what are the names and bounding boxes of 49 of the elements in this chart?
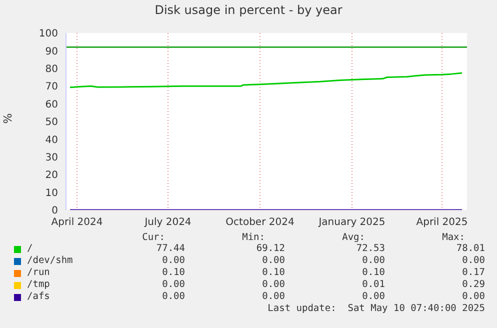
- chart-title: Disk usage in percent - by year: [154, 3, 344, 17]
- text: 0.01: [362, 279, 385, 290]
- text: 0.00: [162, 291, 185, 302]
- y-tick-label: 90: [45, 46, 58, 58]
- text: 0.00: [462, 291, 485, 302]
- text: 69.12: [256, 243, 285, 254]
- text: 0.00: [162, 255, 185, 266]
- text: 0.00: [262, 255, 285, 266]
- text: Avg:: [342, 232, 365, 243]
- legend-label: /: [27, 243, 33, 254]
- legend-label: /run: [27, 267, 50, 278]
- text: 0.17: [462, 267, 485, 278]
- line-series: [69, 72, 463, 88]
- text: 0.00: [462, 255, 485, 266]
- text: 0.10: [262, 267, 285, 278]
- y-axis-title: %: [2, 113, 15, 124]
- text: Cur:: [142, 232, 165, 243]
- legend-label: /afs: [27, 291, 50, 302]
- y-tick-label: 80: [45, 64, 58, 75]
- y-tick-label: 50: [45, 117, 58, 128]
- text: 78.01: [456, 243, 485, 254]
- y-tick-label: 10: [45, 188, 58, 199]
- y-tick-label: 100: [38, 28, 58, 40]
- x-tick-label: April 2025: [416, 217, 468, 228]
- x-tick-label: July 2024: [144, 217, 192, 228]
- y-tick-label: 40: [45, 134, 58, 146]
- text: 0.00: [162, 279, 185, 290]
- text: 0.00: [362, 255, 385, 266]
- x-tick-label: April 2024: [51, 217, 103, 228]
- text: 72.53: [356, 243, 385, 254]
- text: 0.10: [362, 267, 385, 278]
- text: 0.00: [362, 291, 385, 302]
- text: 0.10: [162, 267, 185, 278]
- text: Max:: [442, 232, 465, 243]
- text: Last update: Sat May 10 07:40:00 2025: [268, 303, 485, 314]
- y-tick-label: 70: [45, 82, 58, 93]
- text: 0.00: [262, 291, 285, 302]
- text: 77.44: [156, 243, 185, 254]
- text: Min:: [242, 232, 265, 243]
- text: 0.29: [462, 279, 485, 290]
- y-tick-label: 30: [45, 152, 58, 164]
- legend-label: /dev/shm: [27, 255, 73, 266]
- y-tick-label: 0: [52, 206, 58, 217]
- y-tick-label: 60: [45, 99, 58, 110]
- x-tick-label: January 2025: [318, 217, 386, 228]
- y-tick-label: 20: [45, 170, 58, 182]
- legend-label: /tmp: [27, 279, 50, 290]
- x-tick-label: October 2024: [226, 217, 294, 228]
- text: 0.00: [262, 279, 285, 290]
